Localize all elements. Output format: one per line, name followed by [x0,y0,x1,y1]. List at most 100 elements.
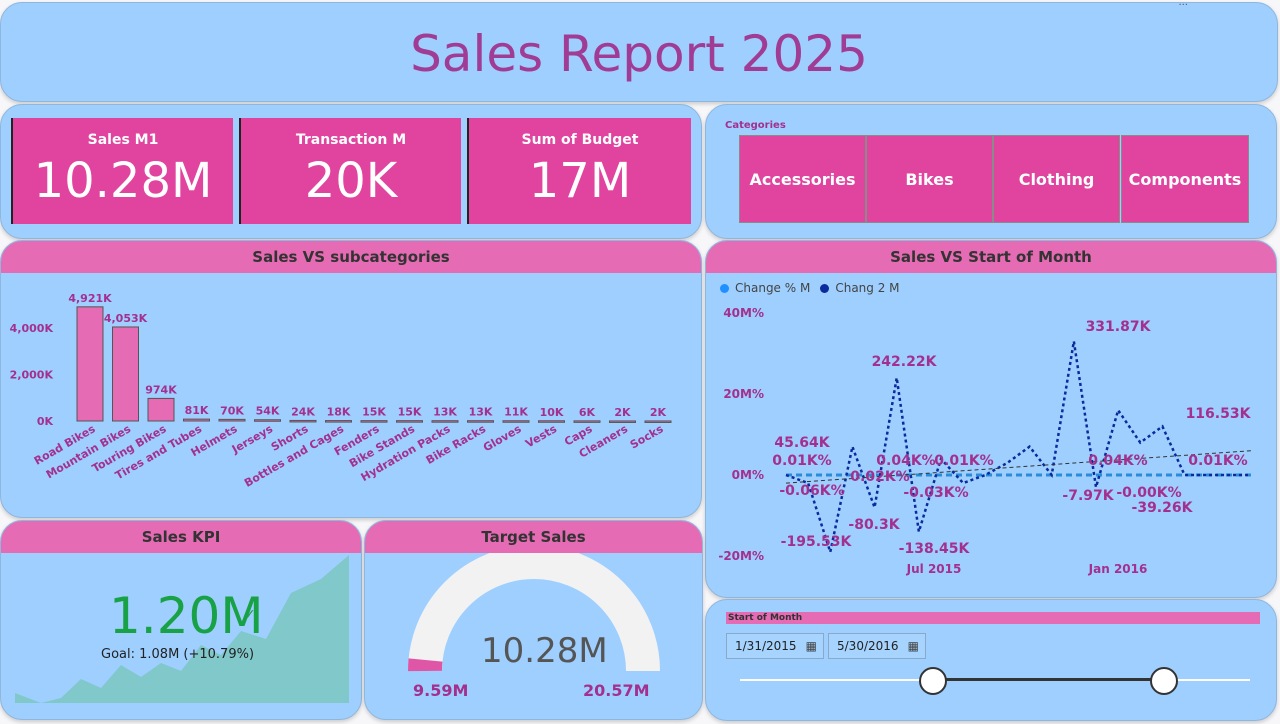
line-data-label: 116.53K [1186,406,1252,422]
bar-data-label: 15K [362,406,386,419]
line-data-label: -0.00K% [1116,485,1181,501]
kpi-value: 20K [304,153,398,209]
checkmark-icon: ✓ [244,607,256,623]
kpi-transaction-m: Transaction M 20K [239,118,461,224]
line-data-label: -195.53K [781,534,853,550]
target-sales-title: Target Sales [365,521,702,553]
y-tick-label: 4,000K [10,322,54,335]
page-title: Sales Report 2025 [410,25,868,83]
line-data-label: 0.01K% [772,453,831,469]
y-tick-label: 0K [37,415,54,428]
bar [431,420,459,423]
x-tick-label: Vests [523,422,559,450]
kpi-sum-of-budget: Sum of Budget 17M [467,118,691,224]
more-options-icon[interactable]: ··· [1178,0,1188,11]
line-chart-title: Sales VS Start of Month [706,241,1276,273]
bar [538,420,565,423]
date-slicer-card: Start of Month 1/31/2015 ▦ 5/30/2016 ▦ [705,599,1277,721]
end-date-value: 5/30/2016 [837,639,899,653]
bar-data-label: 11K [504,406,528,419]
range-start-handle[interactable] [919,667,947,695]
category-bikes-button[interactable]: Bikes [866,135,993,223]
bar-data-label: 6K [579,406,596,419]
bar [325,420,352,423]
bar-data-label: 4,921K [68,292,112,305]
sales-kpi-goal: Goal: 1.08M (+10.79%) [101,647,255,662]
trend-line [785,450,1252,484]
x-tick-label: Jerseys [229,422,275,456]
kpi-sales-m1: Sales M1 10.28M [11,118,233,224]
bar [254,419,281,422]
subcategories-chart-title: Sales VS subcategories [1,241,701,273]
line-data-label: -0.03K% [903,485,968,501]
bar-data-label: 81K [185,404,209,417]
bar [609,420,636,423]
sales-trend-area [15,555,349,703]
line-data-label: 0.04K% [1088,453,1147,469]
title-banner: Sales Report 2025 [0,2,1278,102]
kpi-label: Sales M1 [87,132,159,148]
gauge-fill [408,658,443,672]
kpi-label: Sum of Budget [521,132,639,148]
bar [218,418,246,422]
sales-kpi-title: Sales KPI [1,521,361,553]
bar [183,418,210,422]
bar [289,419,317,423]
legend-label: Chang 2 M [835,281,900,295]
line-data-label: 45.64K [774,435,830,451]
bar-data-label: 2K [614,406,631,419]
line-data-label: 0.01K% [934,453,993,469]
bar [360,420,388,423]
date-slicer-title: Start of Month [726,612,1260,624]
gauge-min-label: 9.59M [413,681,469,700]
line-data-label: -39.26K [1132,500,1194,516]
bar-data-label: 10K [540,406,564,419]
legend-dot-change-2 [820,283,830,293]
gauge-track [408,553,660,672]
line-data-label: -7.97K [1062,488,1114,504]
line-data-label: 0.04K% [876,453,935,469]
sales-kpi-value: 1.20M [109,587,264,645]
bar [573,420,601,423]
gauge-value: 10.28M [481,631,608,671]
bar-data-label: 70K [220,404,244,417]
category-clothing-button[interactable]: Clothing [993,135,1120,223]
bar-data-label: 2K [650,406,667,419]
categories-label: Categories [725,120,786,131]
bar-data-label: 18K [327,406,351,419]
line-data-label: -80.3K [848,517,900,533]
bar-data-label: 15K [398,406,422,419]
calendar-icon[interactable]: ▦ [907,639,919,653]
categories-slicer: Categories Accessories Bikes Clothing Co… [705,104,1277,239]
line-data-label: 0.01K% [1188,453,1247,469]
sales-line-chart: -20M% 0M% 20M% 40M% Jul 2015 Jan 2016 45.64K 0.… [718,306,1252,576]
target-gauge [408,553,660,672]
y-tick-label: 20M% [723,387,764,401]
category-components-button[interactable]: Components [1121,135,1249,223]
bar [502,420,530,423]
target-sales-card: Target Sales 10.28M 9.59M 20.57M [364,520,703,720]
line-data-label: 0.02K% [850,469,909,485]
bar-data-label: 54K [256,405,280,418]
bar [147,397,175,422]
category-accessories-button[interactable]: Accessories [739,135,866,223]
kpi-panel: Sales M1 10.28M Transaction M 20K Sum of… [0,104,702,239]
y-tick-label: 2,000K [10,369,54,382]
start-date-value: 1/31/2015 [735,639,797,653]
kpi-label: Transaction M [295,132,407,148]
sales-kpi-card: Sales KPI 1.20M ✓ Goal: 1.08M (+10.79%) [0,520,362,720]
range-end-handle[interactable] [1150,667,1178,695]
chart-legend: Change % M Chang 2 M [720,281,900,295]
y-tick-label: 0M% [732,468,764,482]
range-selected [932,678,1162,681]
calendar-icon[interactable]: ▦ [805,639,817,653]
line-chart-card: Sales VS Start of Month Change % M Chang… [705,240,1277,598]
kpi-value: 10.28M [33,153,213,209]
end-date-input[interactable]: 5/30/2016 ▦ [828,633,926,659]
series-line-change-2 [785,341,1251,557]
bar-data-label: 13K [433,406,457,419]
start-date-input[interactable]: 1/31/2015 ▦ [726,633,824,659]
bar [112,326,139,422]
bar [467,420,494,423]
